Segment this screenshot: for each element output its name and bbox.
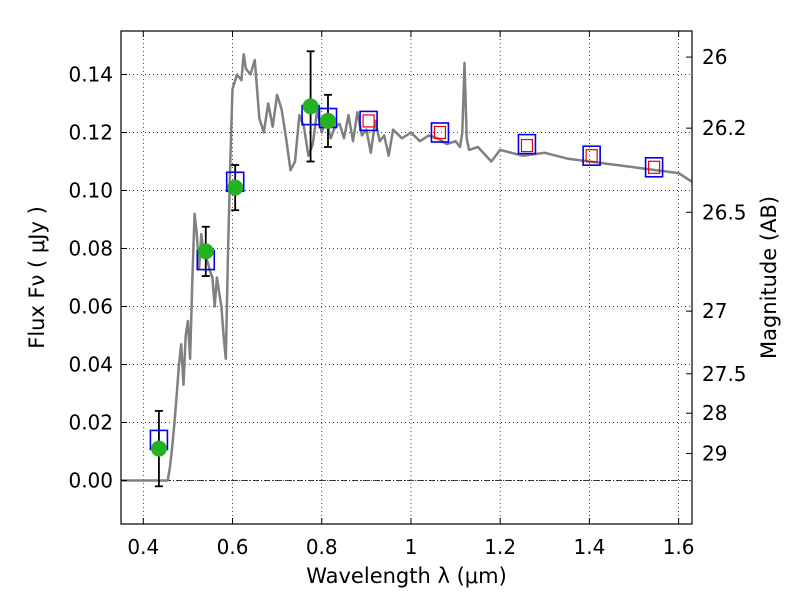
right-axis-label: Magnitude (AB) [757,196,781,359]
x-axis-label: Wavelength λ (μm) [306,564,507,588]
predicted-flux-group [362,114,661,174]
observed-photometry-group [150,98,336,457]
plot-frame [120,30,693,525]
model-photometry-square [430,122,450,143]
y-axis-ticks: 0.00 0.02 0.04 0.06 0.08 0.10 0.12 0.14 [68,63,127,493]
observed-point [150,440,167,457]
x-tick-label: 1.6 [663,535,695,559]
right-tick-label: 27 [702,299,727,323]
y-tick-label: 0.04 [68,353,113,377]
y-tick-label: 0.06 [68,295,113,319]
right-tick-label: 27.5 [702,362,747,386]
predicted-flux-square [647,160,661,174]
predicted-flux-square [433,125,447,140]
x-tick-label: 0.8 [306,535,338,559]
observed-point [227,179,244,196]
model-photometry-square [359,110,378,132]
plot-area [121,50,693,488]
right-tick-label: 28 [702,401,727,425]
model-photometry-square [644,157,664,178]
model-photometry-square [582,145,601,166]
model-spectrum-line [121,52,693,482]
x-tick-label: 1.2 [484,535,516,559]
y-tick-label: 0.14 [68,63,113,87]
right-axis-ticks: 26 26.2 26.5 27 27.5 28 29 [686,45,747,466]
y-tick-label: 0.12 [68,121,113,145]
x-tick-label: 1 [405,535,418,559]
observed-point [302,98,319,115]
right-tick-label: 29 [702,442,727,466]
y-tick-label: 0.02 [68,411,113,435]
model-photometry-square [517,133,537,155]
y-tick-label: 0.08 [68,237,113,261]
observed-point [197,243,214,260]
x-tick-label: 0.4 [127,535,159,559]
right-tick-label: 26 [702,45,727,69]
right-tick-label: 26.2 [702,116,747,140]
predicted-flux-square [585,149,598,163]
x-axis-ticks: 0.4 0.6 0.8 1 1.2 1.4 1.6 [127,31,695,559]
predicted-flux-square [362,114,375,128]
y-axis-label: Flux Fν ( μJy ) [25,206,49,349]
right-tick-label: 26.5 [702,200,747,224]
x-tick-label: 1.4 [573,535,605,559]
predicted-flux-square [520,138,534,153]
y-tick-label: 0.10 [68,179,113,203]
x-tick-label: 0.6 [217,535,249,559]
observed-point [319,112,336,129]
y-tick-label: 0.00 [68,469,113,493]
